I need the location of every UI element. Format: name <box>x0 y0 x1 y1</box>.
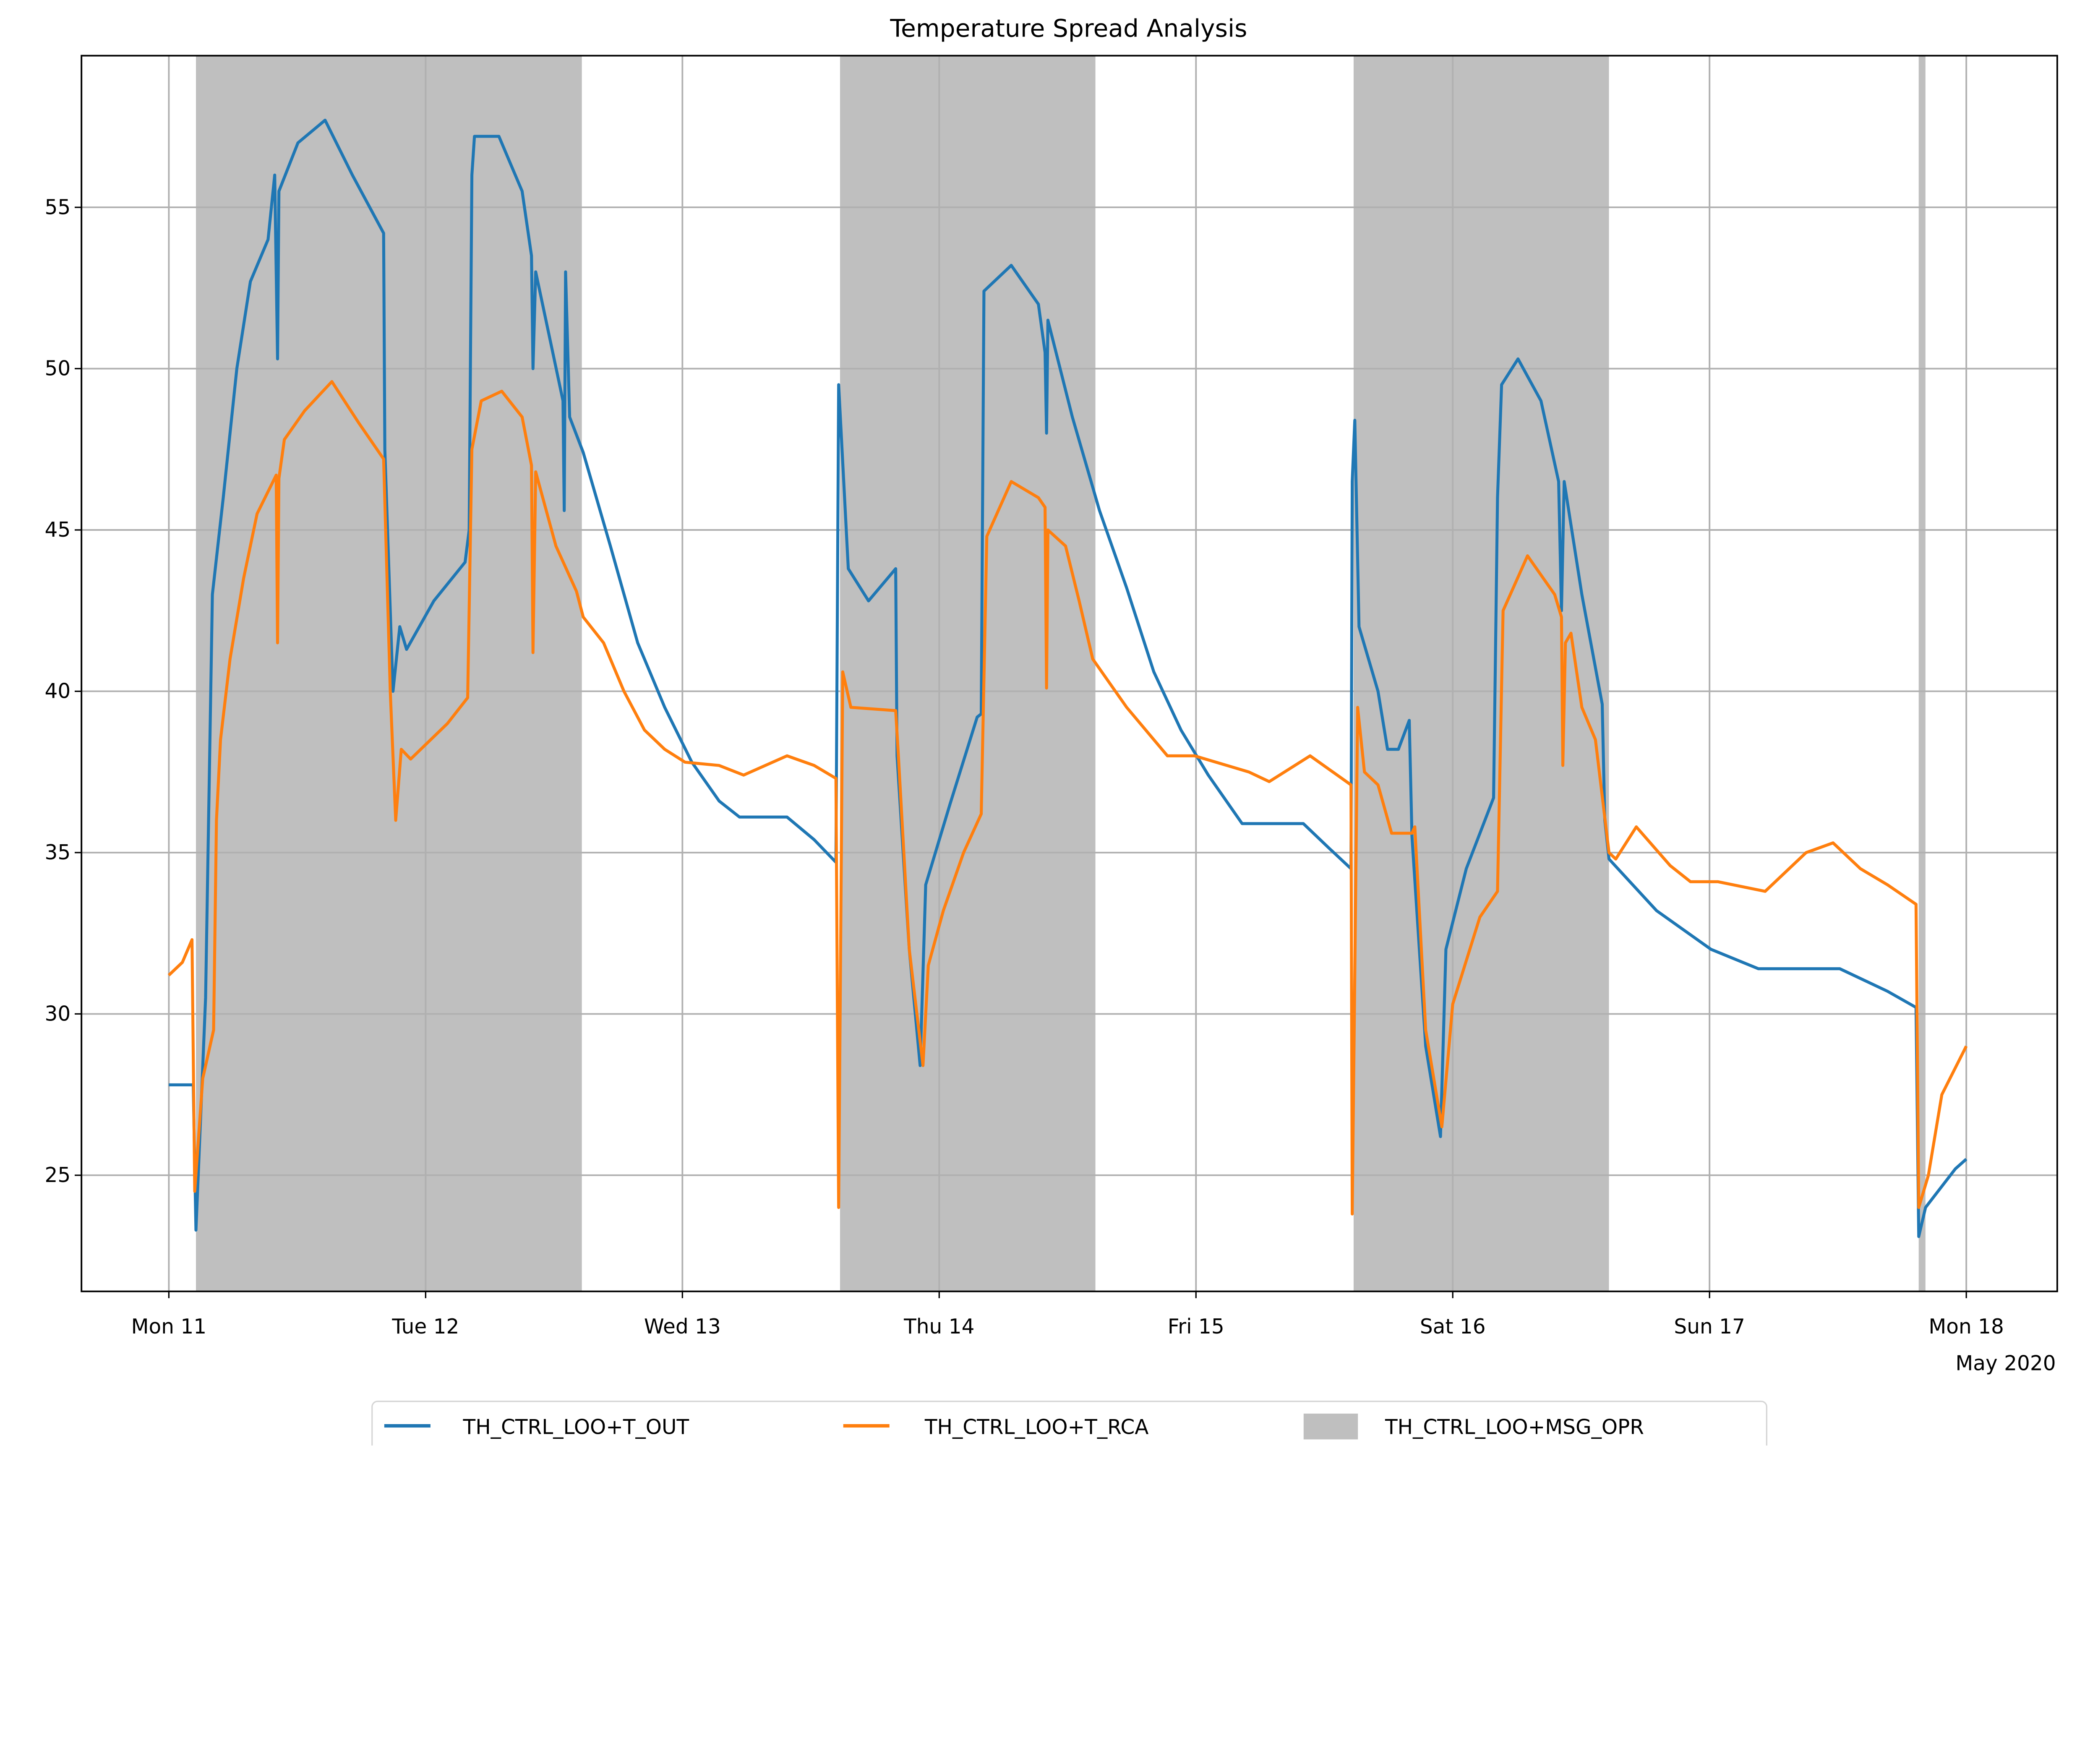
legend-box <box>371 1401 1767 1446</box>
series-line-t-out <box>169 118 1968 1238</box>
y-tick-label: 35 <box>45 841 71 864</box>
y-tick-label: 55 <box>45 196 71 219</box>
chart-title: Temperature Spread Analysis <box>890 14 1247 42</box>
x-offset-label: May 2020 <box>1955 1352 2056 1375</box>
y-tick-label: 45 <box>45 518 71 542</box>
legend-swatch-msg-opr <box>1303 1413 1358 1440</box>
plot-frame <box>81 55 2058 1292</box>
x-tick-label: Tue 12 <box>391 1315 459 1339</box>
msg-opr-span <box>1353 55 1609 1292</box>
x-tick-label: Wed 13 <box>644 1315 721 1339</box>
msg-opr-span <box>840 55 1096 1292</box>
y-tick-label: 30 <box>45 1002 71 1026</box>
legend-label-t-rca: TH_CTRL_LOO+T_RCA <box>924 1415 1149 1439</box>
x-tick-label: Fri 15 <box>1168 1315 1224 1339</box>
series-line-t-rca <box>167 380 1968 1216</box>
legend-label-t-out: TH_CTRL_LOO+T_OUT <box>463 1415 689 1439</box>
y-tick-label: 25 <box>45 1164 71 1187</box>
temperature-chart: Temperature Spread Analysis Mon 11 Tue 12… <box>44 14 2058 1446</box>
x-tick-label: Mon 11 <box>131 1315 207 1339</box>
x-tick-label: Sat 16 <box>1420 1315 1486 1339</box>
x-tick-label: Mon 18 <box>1928 1315 2004 1339</box>
x-tick-label: Thu 14 <box>903 1315 974 1339</box>
x-tick-label: Sun 17 <box>1674 1315 1745 1339</box>
y-tick-label: 40 <box>45 680 71 703</box>
legend-label-msg-opr: TH_CTRL_LOO+MSG_OPR <box>1385 1415 1644 1439</box>
y-tick-label: 50 <box>45 357 71 381</box>
legend: TH_CTRL_LOO+T_OUT TH_CTRL_LOO+T_RCA TH_C… <box>371 1401 1767 1446</box>
msg-opr-span <box>1918 55 1926 1292</box>
